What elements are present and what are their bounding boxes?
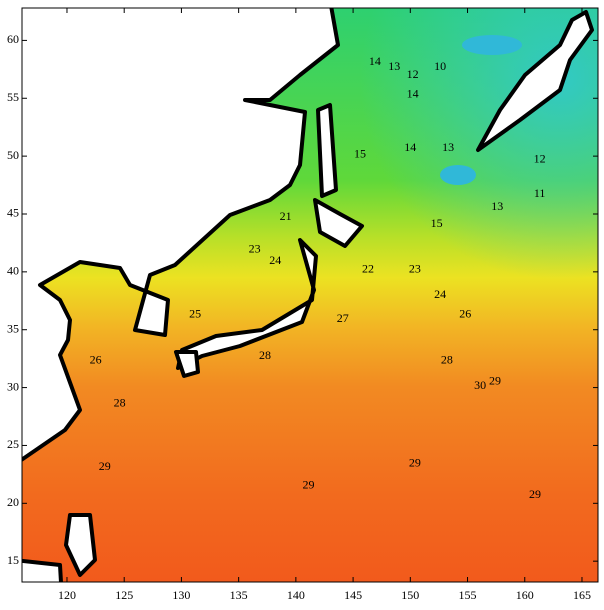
contour-label: 29 <box>529 487 541 501</box>
contour-label: 15 <box>431 216 443 230</box>
cold-spot <box>440 165 476 185</box>
x-tick-label: 155 <box>459 588 477 602</box>
x-tick-label: 135 <box>230 588 248 602</box>
plot-frame <box>21 7 599 583</box>
contour-label: 28 <box>114 396 126 410</box>
luzon <box>22 558 63 582</box>
x-tick-label: 120 <box>58 588 76 602</box>
contour-label: 24 <box>269 253 281 267</box>
contour-label: 14 <box>369 54 381 68</box>
x-tick-label: 145 <box>344 588 362 602</box>
taiwan <box>64 513 97 577</box>
contour-label: 13 <box>388 59 400 73</box>
contour-label: 13 <box>491 199 503 213</box>
x-tick-label: 130 <box>172 588 190 602</box>
y-tick-label: 15 <box>7 553 19 567</box>
x-tick-label: 150 <box>401 588 419 602</box>
y-tick-label: 45 <box>7 206 19 220</box>
contour-label: 12 <box>534 151 546 165</box>
contour-label: 29 <box>489 374 501 388</box>
kamchatka <box>476 10 594 152</box>
y-tick-label: 35 <box>7 321 19 335</box>
contour-label: 25 <box>189 306 201 320</box>
contour-label: 24 <box>434 287 446 301</box>
contour-label: 27 <box>337 311 349 325</box>
contour-label: 12 <box>407 67 419 81</box>
contour-label: 23 <box>249 242 261 256</box>
x-tick-label: 165 <box>573 588 591 602</box>
contour-label: 30 <box>474 378 486 392</box>
map-area <box>22 8 598 582</box>
contour-label: 14 <box>404 140 416 154</box>
y-tick-label: 25 <box>7 437 19 451</box>
contour-label: 29 <box>302 478 314 492</box>
contour-label: 28 <box>441 353 453 367</box>
contour-label: 14 <box>407 87 419 101</box>
y-tick-label: 60 <box>7 32 19 46</box>
kyushu <box>174 350 200 378</box>
contour-label: 21 <box>280 209 292 223</box>
x-tick-label: 160 <box>516 588 534 602</box>
contour-label: 22 <box>362 261 374 275</box>
contour-label: 28 <box>259 348 271 362</box>
contour-label: 11 <box>534 186 546 200</box>
y-tick-label: 20 <box>7 495 19 509</box>
hokkaido <box>313 198 364 248</box>
contour-label: 15 <box>354 147 366 161</box>
contour-label: 29 <box>409 456 421 470</box>
y-tick-label: 55 <box>7 90 19 104</box>
x-tick-label: 125 <box>115 588 133 602</box>
y-tick-label: 50 <box>7 148 19 162</box>
y-tick-label: 40 <box>7 264 19 278</box>
cold-spot <box>462 35 522 55</box>
y-tick-label: 30 <box>7 379 19 393</box>
contour-label: 26 <box>90 353 102 367</box>
contour-label: 26 <box>459 306 471 320</box>
contour-label: 10 <box>434 59 446 73</box>
sakhalin <box>316 103 338 198</box>
contour-label: 23 <box>409 261 421 275</box>
x-tick-label: 140 <box>287 588 305 602</box>
contour-label: 13 <box>442 140 454 154</box>
contour-label: 29 <box>99 459 111 473</box>
mainland <box>22 8 340 462</box>
